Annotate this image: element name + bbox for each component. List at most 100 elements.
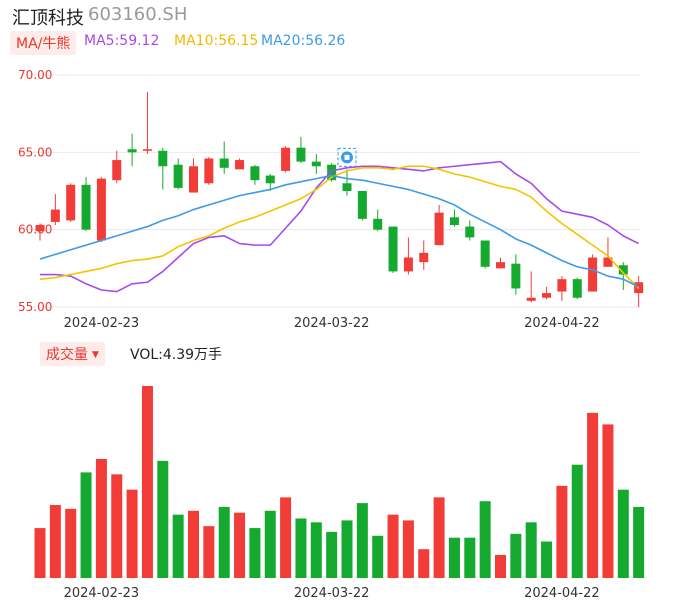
candle: [342, 183, 352, 191]
stock-name: 汇顶科技: [12, 8, 84, 29]
event-marker-icon: [337, 147, 357, 167]
volume-bar: [188, 510, 199, 578]
candle: [419, 252, 429, 263]
volume-indicator-tab[interactable]: 成交量 ▼: [40, 342, 105, 366]
candle: [542, 293, 552, 298]
x-tick-label: 2024-03-22: [294, 316, 370, 331]
volume-bar: [448, 537, 460, 578]
y-tick-label: 55.00: [18, 300, 52, 314]
x-tick-label: 2024-02-23: [64, 316, 140, 331]
volume-bar: [49, 505, 61, 578]
candle: [511, 263, 521, 289]
candle: [142, 149, 152, 151]
volume-bar: [418, 549, 430, 578]
volume-tab-label: 成交量: [46, 347, 88, 363]
candle: [327, 164, 337, 181]
candle: [403, 257, 413, 272]
ma5-value: MA5:59.12: [84, 33, 160, 49]
volume-bar: [464, 537, 476, 578]
ma5-line: [40, 160, 640, 293]
volume-bar: [65, 508, 77, 578]
volume-value: VOL:4.39万手: [130, 347, 223, 363]
candle: [158, 150, 168, 167]
volume-bar: [633, 506, 645, 578]
volume-bar: [157, 460, 169, 578]
candle: [526, 297, 536, 301]
ma20-line: [39, 174, 640, 288]
candle: [572, 279, 582, 298]
volume-bar: [80, 472, 92, 578]
candle: [388, 226, 398, 272]
y-tick-label: 65.00: [18, 145, 52, 159]
candle: [603, 257, 613, 267]
candle: [434, 212, 444, 246]
volume-bar: [34, 528, 46, 578]
candle: [311, 161, 321, 167]
candle: [265, 175, 275, 184]
candle: [281, 147, 291, 171]
volume-bar: [495, 554, 506, 578]
volume-bar: [556, 485, 568, 578]
candle: [81, 184, 91, 230]
y-tick-label: 60.00: [18, 223, 52, 237]
candle: [496, 262, 505, 269]
x-tick-label: 2024-04-22: [524, 316, 600, 331]
candle: [173, 164, 183, 188]
candle: [296, 147, 306, 162]
volume-bar: [341, 520, 353, 578]
ma-indicator-tab[interactable]: MA/牛熊: [10, 31, 77, 55]
volume-bar: [141, 386, 153, 578]
candle: [588, 257, 598, 292]
volume-bar: [280, 497, 292, 578]
candle: [35, 225, 45, 232]
volume-bar: [587, 412, 599, 578]
volume-bar: [402, 520, 414, 578]
candlestick-chart[interactable]: 70.00 65.00 60.00 55.00 2024-02-23 2024-03-22…: [0, 0, 686, 340]
volume-bar: [326, 531, 338, 578]
candle: [127, 149, 137, 153]
stock-code: 603160.SH: [88, 4, 188, 25]
candle: [250, 166, 260, 181]
volume-bar: [433, 497, 445, 578]
volume-bar: [111, 474, 123, 578]
y-tick-label: 70.00: [18, 68, 52, 82]
volume-bar: [372, 535, 384, 578]
ma10-value: MA10:56.15: [174, 33, 259, 49]
ma10-line: [39, 165, 640, 290]
candle: [96, 178, 106, 241]
volume-bar: [203, 526, 215, 578]
candle: [204, 158, 214, 184]
volume-bar: [541, 541, 553, 578]
candle: [557, 279, 567, 292]
volume-bar: [249, 528, 261, 578]
volume-bar: [479, 501, 491, 578]
ma20-value: MA20:56.26: [261, 33, 346, 49]
volume-bar: [95, 458, 107, 578]
volume-bar: [617, 489, 629, 578]
volume-bar: [602, 424, 614, 578]
caret-down-icon: ▼: [92, 350, 99, 360]
candle: [480, 240, 490, 267]
candle: [618, 265, 628, 275]
volume-bar: [234, 512, 246, 578]
volume-bar: [356, 503, 368, 578]
volume-bar: [571, 464, 583, 578]
volume-x-tick-label: 2024-04-22: [524, 586, 600, 601]
volume-bar: [510, 533, 522, 578]
candle: [235, 160, 245, 170]
candle: [112, 160, 122, 181]
candle: [449, 217, 459, 226]
volume-bar: [387, 514, 399, 578]
candle: [50, 209, 60, 222]
volume-bar: [295, 518, 307, 578]
volume-bar: [310, 522, 322, 578]
candle: [66, 184, 76, 221]
candle: [189, 166, 198, 193]
volume-x-tick-label: 2024-03-22: [294, 586, 370, 601]
volume-bar: [126, 489, 138, 578]
volume-bar: [264, 510, 276, 578]
candle: [373, 218, 383, 230]
candle: [357, 191, 367, 219]
volume-x-tick-label: 2024-02-23: [64, 586, 140, 601]
